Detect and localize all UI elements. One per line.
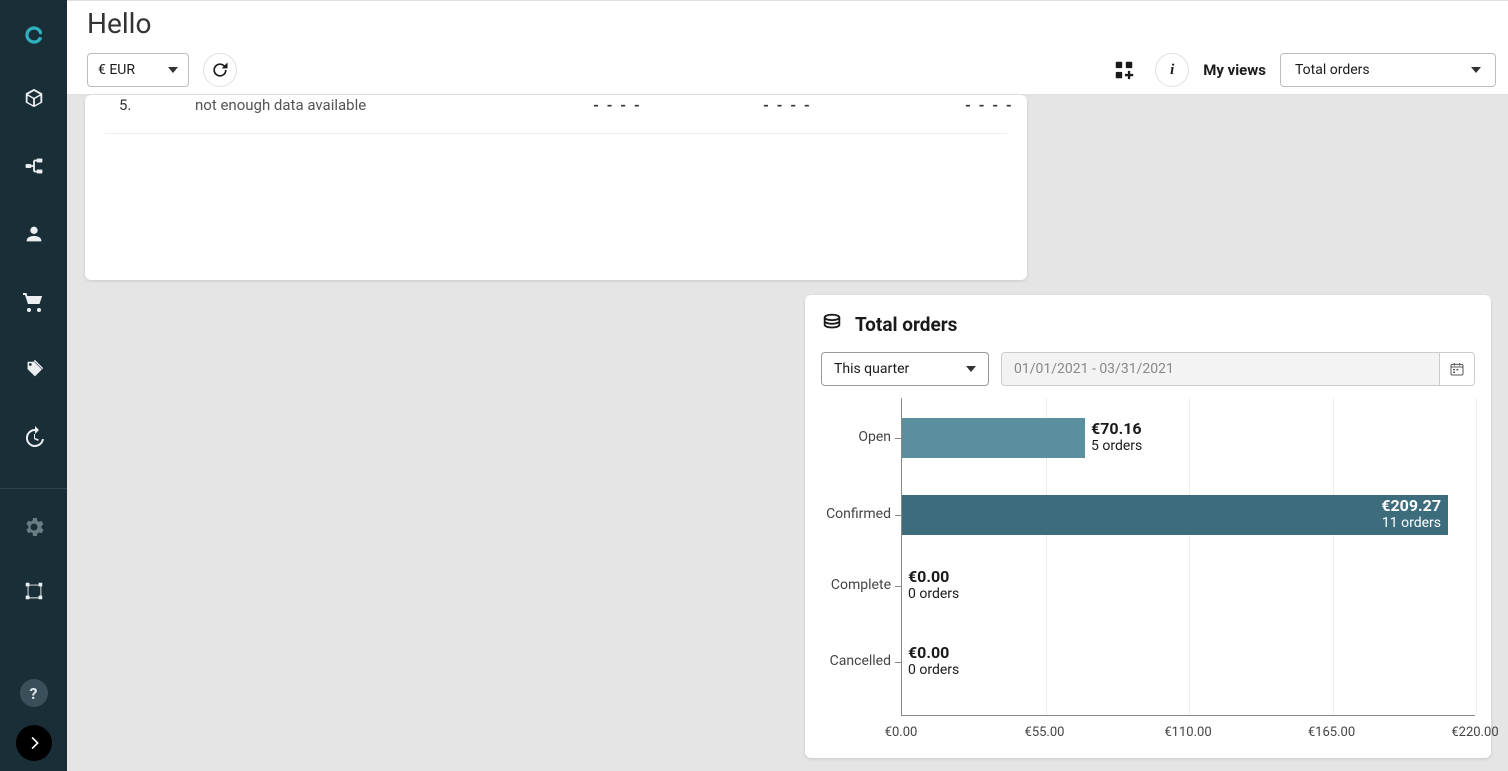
orders-bar-chart: €70.165 orders€209.2711 orders€0.000 ord… [821, 398, 1475, 746]
chart-gridline [1189, 398, 1190, 715]
chart-y-tick [895, 438, 901, 439]
chart-y-label: Open [821, 429, 891, 445]
row-placeholder: - - - - [763, 96, 812, 114]
nav-cart-icon[interactable] [22, 290, 46, 314]
period-select[interactable]: This quarter [821, 352, 989, 386]
chart-bar-sublabel: 0 orders [908, 586, 959, 602]
my-views-label: My views [1203, 61, 1266, 79]
page-title: Hello [87, 7, 151, 40]
date-range-group: 01/01/2021 - 03/31/2021 [1001, 352, 1475, 386]
nav-tag-icon[interactable] [22, 358, 46, 382]
chart-x-label: €110.00 [1164, 725, 1211, 740]
chart-bar-sublabel: 5 orders [1091, 438, 1142, 454]
chevron-down-icon [168, 67, 178, 73]
chart-y-tick [895, 515, 901, 516]
nav-transform-icon[interactable] [22, 579, 46, 603]
chart-bar-value: €209.27 [1381, 496, 1441, 515]
chart-y-label: Complete [821, 577, 891, 593]
nav-box-icon[interactable] [22, 86, 46, 110]
table-row: 5. not enough data available - - - - - -… [85, 95, 1027, 135]
views-select-label: Total orders [1295, 62, 1370, 78]
chart-bar-value: €0.00 [908, 567, 949, 586]
chart-x-label: €0.00 [885, 725, 918, 740]
chart-bar-value: €0.00 [908, 643, 949, 662]
calendar-button[interactable] [1439, 352, 1475, 386]
row-placeholder: - - - - [965, 96, 1014, 114]
row-message: not enough data available [195, 96, 366, 114]
nav-user-icon[interactable] [22, 222, 46, 246]
card-title-row: Total orders [821, 311, 1475, 338]
info-button[interactable]: i [1155, 53, 1189, 87]
row-placeholder: - - - - [593, 96, 642, 114]
chart-bar-sublabel: 0 orders [908, 662, 959, 678]
period-select-label: This quarter [834, 361, 909, 377]
nav-tree-icon[interactable] [22, 154, 46, 178]
sidebar: ? [0, 0, 67, 771]
nav-history-icon[interactable] [22, 426, 46, 450]
help-icon[interactable]: ? [20, 679, 48, 707]
row-divider [105, 133, 1007, 134]
reload-button[interactable] [203, 53, 237, 87]
nav-settings-icon[interactable] [22, 515, 46, 539]
chart-bar [902, 495, 1448, 535]
currency-select-label: € EUR [98, 62, 135, 78]
chart-gridline [1476, 398, 1477, 715]
top-list-card: 5. not enough data available - - - - - -… [85, 95, 1027, 280]
card-title: Total orders [855, 313, 957, 336]
chart-y-tick [895, 662, 901, 663]
views-select[interactable]: Total orders [1280, 53, 1496, 87]
date-range-input[interactable]: 01/01/2021 - 03/31/2021 [1001, 352, 1439, 386]
chart-bar [902, 418, 1085, 458]
total-orders-card: Total orders This quarter 01/01/2021 - 0… [805, 295, 1491, 758]
chart-x-label: €220.00 [1451, 725, 1498, 740]
expand-sidebar-icon[interactable] [16, 725, 52, 761]
chart-bar-sublabel: 11 orders [1382, 515, 1441, 531]
sidebar-divider [0, 488, 67, 489]
row-number: 5. [119, 96, 131, 114]
chevron-down-icon [1471, 67, 1481, 73]
chart-y-label: Cancelled [821, 653, 891, 669]
chevron-down-icon [966, 366, 976, 372]
add-widget-button[interactable] [1107, 53, 1141, 87]
chart-plot-area: €70.165 orders€209.2711 orders€0.000 ord… [901, 398, 1475, 716]
chart-y-tick [895, 586, 901, 587]
chart-gridline [1333, 398, 1334, 715]
header: Hello € EUR i My views Total orders [67, 0, 1508, 95]
brand-logo [21, 22, 47, 48]
coins-icon [821, 311, 843, 338]
chart-x-label: €165.00 [1308, 725, 1355, 740]
currency-select[interactable]: € EUR [87, 53, 189, 87]
chart-x-label: €55.00 [1025, 725, 1065, 740]
chart-y-label: Confirmed [821, 506, 891, 522]
chart-bar-value: €70.16 [1091, 419, 1142, 438]
content-area: 5. not enough data available - - - - - -… [67, 95, 1508, 771]
